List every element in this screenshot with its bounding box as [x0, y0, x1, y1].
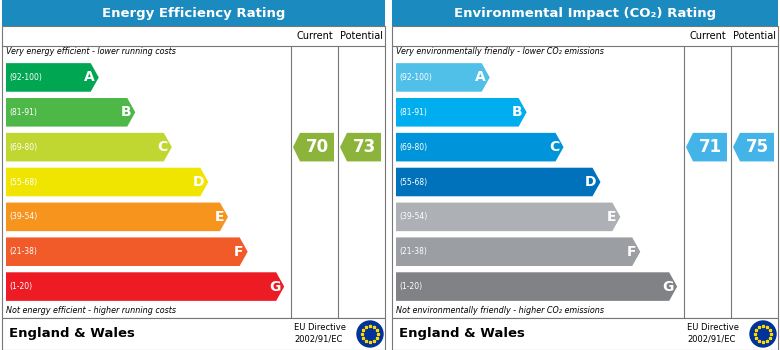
Text: Energy Efficiency Rating: Energy Efficiency Rating [102, 7, 285, 20]
Text: C: C [158, 140, 168, 154]
Text: E: E [607, 210, 616, 224]
Text: 71: 71 [698, 138, 722, 156]
Polygon shape [6, 203, 228, 231]
Bar [392, 26, 778, 318]
Text: 75: 75 [746, 138, 768, 156]
Text: (55-68): (55-68) [399, 177, 427, 187]
Text: 70: 70 [306, 138, 328, 156]
Polygon shape [396, 237, 640, 266]
Text: Very energy efficient - lower running costs: Very energy efficient - lower running co… [6, 48, 176, 56]
Text: Current: Current [689, 31, 726, 41]
Bar [2, 26, 385, 318]
Circle shape [750, 321, 776, 347]
Text: B: B [512, 105, 523, 119]
Text: A: A [84, 70, 94, 84]
Text: Very environmentally friendly - lower CO₂ emissions: Very environmentally friendly - lower CO… [396, 48, 604, 56]
Polygon shape [6, 272, 284, 301]
Text: (21-38): (21-38) [399, 247, 427, 256]
Circle shape [357, 321, 383, 347]
Text: (39-54): (39-54) [399, 212, 427, 221]
Bar [392, 0, 778, 26]
Polygon shape [6, 98, 135, 127]
Text: England & Wales: England & Wales [399, 328, 525, 341]
Text: Current: Current [296, 31, 333, 41]
Polygon shape [686, 133, 727, 161]
Polygon shape [396, 133, 564, 161]
Text: F: F [627, 245, 636, 259]
Text: 73: 73 [353, 138, 376, 156]
Polygon shape [6, 63, 99, 92]
Text: E: E [215, 210, 224, 224]
Text: (39-54): (39-54) [9, 212, 37, 221]
Text: (1-20): (1-20) [9, 282, 32, 291]
Text: (81-91): (81-91) [9, 108, 37, 117]
Polygon shape [6, 237, 248, 266]
Text: (81-91): (81-91) [399, 108, 427, 117]
Text: Not environmentally friendly - higher CO₂ emissions: Not environmentally friendly - higher CO… [396, 306, 604, 315]
Text: A: A [475, 70, 486, 84]
Text: EU Directive
2002/91/EC: EU Directive 2002/91/EC [687, 323, 739, 343]
Text: (1-20): (1-20) [399, 282, 422, 291]
Polygon shape [396, 272, 677, 301]
Bar [392, 318, 778, 350]
Polygon shape [396, 63, 490, 92]
Text: C: C [549, 140, 559, 154]
Text: F: F [234, 245, 243, 259]
Text: England & Wales: England & Wales [9, 328, 135, 341]
Polygon shape [396, 98, 526, 127]
Text: Environmental Impact (CO₂) Rating: Environmental Impact (CO₂) Rating [454, 7, 716, 20]
Polygon shape [6, 133, 172, 161]
Bar [2, 0, 385, 26]
Polygon shape [340, 133, 381, 161]
Text: B: B [121, 105, 131, 119]
Text: D: D [585, 175, 597, 189]
Polygon shape [733, 133, 774, 161]
Text: EU Directive
2002/91/EC: EU Directive 2002/91/EC [294, 323, 346, 343]
Text: (92-100): (92-100) [399, 73, 432, 82]
Text: G: G [269, 280, 280, 294]
Text: Not energy efficient - higher running costs: Not energy efficient - higher running co… [6, 306, 176, 315]
Polygon shape [293, 133, 334, 161]
Text: D: D [193, 175, 204, 189]
Text: (92-100): (92-100) [9, 73, 42, 82]
Polygon shape [396, 168, 601, 196]
Text: Potential: Potential [340, 31, 383, 41]
Text: G: G [661, 280, 673, 294]
Bar [2, 318, 385, 350]
Text: (69-80): (69-80) [9, 143, 37, 152]
Text: (55-68): (55-68) [9, 177, 37, 187]
Text: (69-80): (69-80) [399, 143, 427, 152]
Polygon shape [6, 168, 208, 196]
Text: (21-38): (21-38) [9, 247, 37, 256]
Text: Potential: Potential [733, 31, 776, 41]
Polygon shape [396, 203, 620, 231]
